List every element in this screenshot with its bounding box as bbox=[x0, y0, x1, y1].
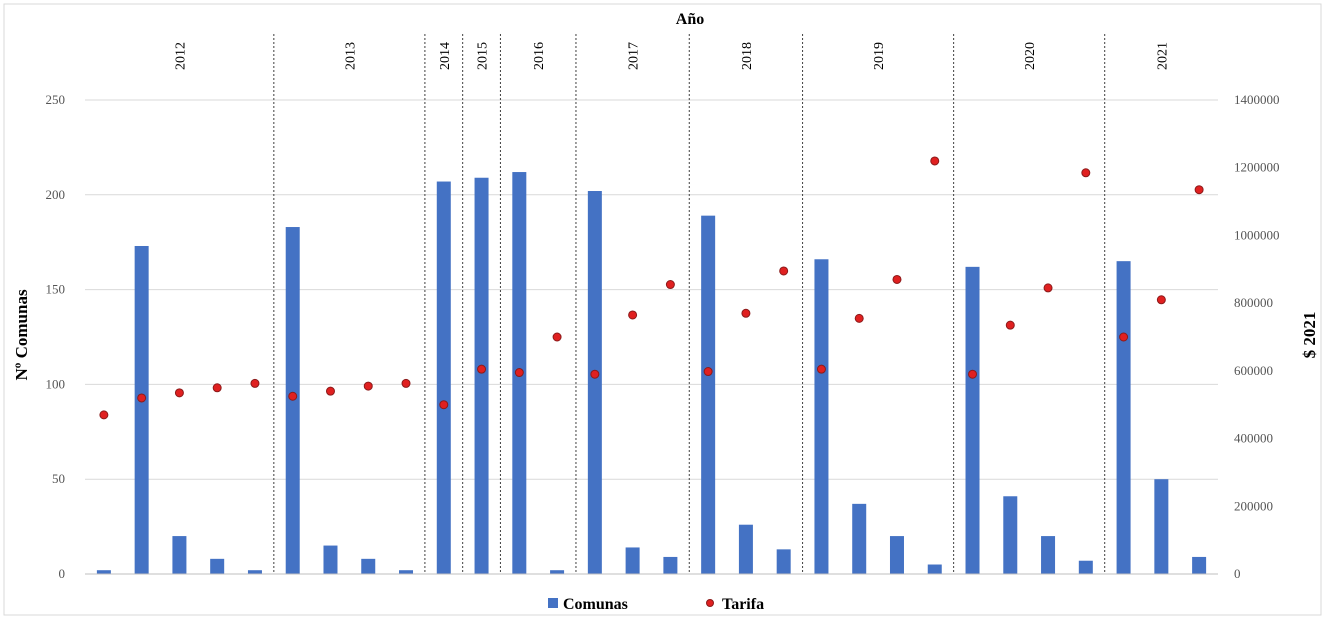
year-label: 2013 bbox=[343, 42, 358, 70]
bar-comunas bbox=[323, 545, 338, 574]
point-tarifa bbox=[1081, 168, 1091, 178]
point-tarifa bbox=[968, 369, 978, 379]
point-tarifa bbox=[1194, 185, 1204, 195]
y-axis-right-title: $ 2021 bbox=[1300, 312, 1319, 359]
point-tarifa bbox=[514, 368, 524, 378]
point-tarifa bbox=[1119, 332, 1129, 342]
point-tarifa bbox=[930, 156, 940, 166]
bar-comunas bbox=[1041, 536, 1056, 574]
point-tarifa bbox=[892, 274, 902, 284]
year-label: 2017 bbox=[627, 42, 642, 70]
year-separators bbox=[273, 34, 1106, 574]
point-tarifa bbox=[99, 410, 109, 420]
point-tarifa bbox=[212, 383, 222, 393]
bar-comunas bbox=[96, 570, 111, 574]
year-label: 2021 bbox=[1155, 42, 1170, 70]
y-right-tick-label: 400000 bbox=[1234, 431, 1273, 446]
year-label: 2014 bbox=[438, 42, 453, 70]
point-tarifa bbox=[288, 391, 298, 401]
point-tarifa bbox=[137, 393, 147, 403]
bar-comunas bbox=[247, 570, 262, 574]
right-axis-ticks: 0 200000 400000 600000 800000 1000000 1200000 1… bbox=[1234, 92, 1280, 581]
bar-comunas bbox=[852, 503, 867, 574]
point-tarifa bbox=[590, 369, 600, 379]
year-label: 2018 bbox=[740, 42, 755, 70]
point-tarifa bbox=[552, 332, 562, 342]
bar-comunas bbox=[399, 570, 414, 574]
year-label: 2015 bbox=[476, 42, 491, 70]
point-tarifa bbox=[816, 364, 826, 374]
bar-comunas bbox=[927, 564, 942, 574]
bar-comunas bbox=[776, 549, 791, 574]
point-tarifa bbox=[250, 378, 260, 388]
y-left-tick-label: 250 bbox=[46, 92, 66, 107]
bars-comunas bbox=[96, 172, 1207, 575]
year-label: 2016 bbox=[532, 42, 547, 70]
y-left-tick-label: 100 bbox=[46, 376, 66, 391]
bar-comunas bbox=[738, 524, 753, 574]
bar-comunas bbox=[1116, 261, 1131, 574]
point-tarifa bbox=[401, 378, 411, 388]
point-tarifa bbox=[1156, 295, 1166, 305]
y-right-tick-label: 1200000 bbox=[1234, 160, 1280, 175]
y-axis-left-title: Nº Comunas bbox=[12, 289, 31, 380]
left-axis-ticks: 0 50 100 150 200 250 bbox=[46, 92, 66, 581]
bar-comunas bbox=[1154, 479, 1169, 574]
legend-label-tarifa: Tarifa bbox=[722, 596, 764, 613]
point-tarifa bbox=[439, 400, 449, 410]
legend-marker-tarifa bbox=[706, 599, 714, 607]
point-tarifa bbox=[665, 280, 675, 290]
bar-comunas bbox=[587, 191, 602, 574]
year-label: 2019 bbox=[872, 42, 887, 70]
y-right-tick-label: 800000 bbox=[1234, 295, 1273, 310]
bar-comunas bbox=[1192, 556, 1207, 574]
chart-title: Año bbox=[676, 11, 704, 28]
bar-comunas bbox=[474, 177, 489, 574]
legend-label-comunas: Comunas bbox=[563, 596, 628, 613]
point-tarifa bbox=[741, 308, 751, 318]
y-right-tick-label: 200000 bbox=[1234, 498, 1273, 513]
point-tarifa bbox=[703, 367, 713, 377]
point-tarifa bbox=[1005, 320, 1015, 330]
point-tarifa bbox=[325, 386, 335, 396]
bar-comunas bbox=[814, 259, 829, 574]
year-label: 2012 bbox=[173, 42, 188, 70]
point-tarifa bbox=[779, 266, 789, 276]
bar-comunas bbox=[1078, 560, 1093, 574]
bar-comunas bbox=[701, 215, 716, 574]
point-tarifa bbox=[854, 313, 864, 323]
bar-comunas bbox=[965, 266, 980, 574]
bar-comunas bbox=[550, 570, 565, 574]
bar-comunas bbox=[361, 558, 376, 574]
bar-comunas bbox=[889, 536, 904, 574]
bar-comunas bbox=[210, 558, 225, 574]
point-tarifa bbox=[363, 381, 373, 391]
bar-comunas bbox=[172, 536, 187, 574]
bar-comunas bbox=[1003, 496, 1018, 574]
points-tarifa bbox=[99, 156, 1204, 420]
bar-comunas bbox=[663, 556, 678, 574]
y-left-tick-label: 150 bbox=[46, 282, 66, 297]
y-right-tick-label: 600000 bbox=[1234, 363, 1273, 378]
bar-comunas bbox=[134, 245, 149, 574]
y-right-tick-label: 1400000 bbox=[1234, 92, 1280, 107]
y-right-tick-label: 1000000 bbox=[1234, 227, 1280, 242]
chart-border bbox=[3, 3, 1322, 616]
year-label: 2020 bbox=[1023, 42, 1038, 70]
y-left-tick-label: 50 bbox=[52, 471, 65, 486]
y-left-tick-label: 0 bbox=[59, 566, 66, 581]
point-tarifa bbox=[477, 364, 487, 374]
bar-comunas bbox=[625, 547, 640, 574]
point-tarifa bbox=[1043, 283, 1053, 293]
legend: Comunas Tarifa bbox=[548, 596, 764, 613]
year-labels: 2012 2013 2014 2015 2016 2017 2018 2019 2020 2021 bbox=[173, 42, 1170, 70]
y-right-tick-label: 0 bbox=[1234, 566, 1241, 581]
legend-swatch-comunas bbox=[548, 598, 558, 608]
point-tarifa bbox=[174, 388, 184, 398]
bar-comunas bbox=[436, 181, 451, 574]
y-left-tick-label: 200 bbox=[46, 187, 66, 202]
point-tarifa bbox=[628, 310, 638, 320]
